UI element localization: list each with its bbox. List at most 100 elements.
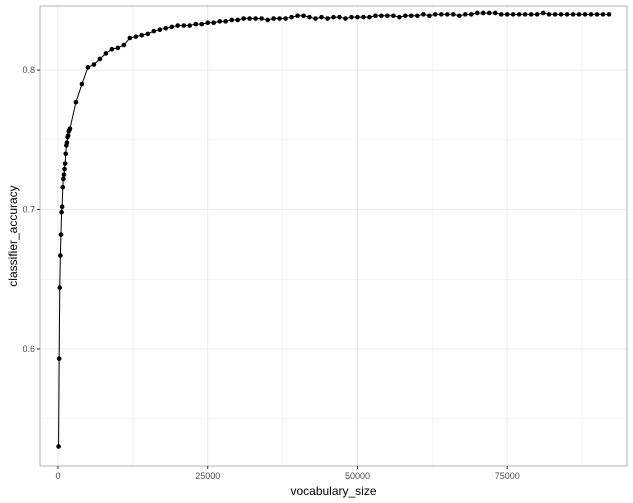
data-point [594,12,600,17]
x-axis: 0 25000 50000 75000 [55,466,520,481]
data-point [56,356,62,361]
data-point [403,13,408,19]
data-point [570,12,576,17]
x-tick-label: 75000 [495,471,520,481]
data-point [103,51,109,56]
data-point [385,13,390,19]
x-tick-label: 25000 [195,471,220,481]
data-point [59,204,65,210]
data-point [480,10,486,16]
data-point [58,232,64,237]
data-point [427,13,432,19]
data-point [133,34,139,39]
data-point [139,32,145,38]
data-point [63,151,69,157]
x-tick-label: 50000 [345,471,370,481]
data-point [247,16,252,21]
data-point [534,12,540,17]
data-point [127,35,133,41]
data-point [62,166,67,172]
data-point [67,126,73,131]
data-point [223,19,228,24]
data-point [355,14,360,20]
y-axis-title: classifier_accuracy [6,185,20,286]
data-point [283,16,288,21]
data-point [600,12,606,17]
data-point [445,12,450,17]
data-point [259,16,264,21]
data-point [59,210,64,215]
data-point [64,140,70,145]
data-point [373,13,378,19]
data-point [409,13,414,19]
grid-major [40,6,627,466]
data-point [253,16,258,21]
data-point [582,12,588,17]
data-point [391,13,396,19]
data-point [468,12,474,17]
data-point [91,62,97,67]
series-layer [56,10,612,449]
data-point [474,10,480,16]
data-point [169,24,175,30]
data-point [319,14,324,20]
data-point [379,13,384,19]
data-point [229,17,234,23]
data-point [415,13,420,19]
data-point [552,12,558,17]
data-point [193,21,199,27]
y-tick-label: 0.8 [22,65,35,75]
data-point [343,16,348,21]
data-point [56,444,61,449]
data-point [576,12,582,17]
data-point [510,12,516,17]
data-point [456,13,462,19]
data-point [271,16,276,21]
data-point [397,14,402,20]
data-point [289,14,294,20]
data-point [211,20,217,26]
data-point [564,12,570,17]
data-point [58,253,63,258]
data-point [439,12,444,17]
data-point [235,17,240,23]
data-point [265,17,270,23]
data-point [301,13,306,19]
data-point [61,176,66,182]
data-point [450,12,456,17]
data-point [325,16,330,21]
data-point [522,12,528,17]
data-point [331,14,336,20]
data-point [65,133,71,138]
data-point [61,172,67,177]
data-point [157,27,163,32]
data-point [313,16,318,21]
data-point [79,81,85,87]
data-point [60,184,66,190]
data-point [57,285,63,290]
data-point [181,23,187,28]
data-point [367,14,372,20]
data-point [121,42,127,48]
data-point [498,12,504,17]
data-point [546,12,552,17]
data-point [462,12,468,17]
data-point [337,14,342,20]
data-point [73,99,79,105]
data-point [97,56,103,62]
data-point [421,12,426,17]
data-point [217,19,222,24]
data-point [588,12,594,17]
data-point [349,14,354,20]
grid-minor [40,6,627,466]
data-point [151,28,157,34]
data-point [307,14,312,20]
data-point [606,12,612,17]
data-point [492,10,498,16]
x-tick-label: 0 [55,471,60,481]
data-point [163,26,169,31]
data-point [277,16,282,21]
data-point [295,13,300,19]
